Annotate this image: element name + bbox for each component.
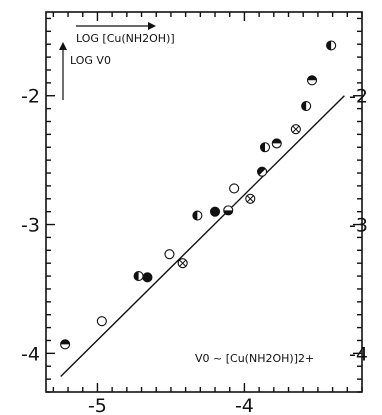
data-point-filled — [142, 272, 153, 283]
data-point-half-bottom — [223, 205, 234, 216]
y-tick-label-right: -3 — [349, 215, 368, 237]
y-tick-label-left: -3 — [21, 215, 40, 237]
data-point-open — [96, 316, 107, 327]
y-arrow-label: LOG V0 — [70, 54, 111, 67]
x-arrow-annotation: LOG [Cu(NH2OH)] — [76, 22, 175, 45]
y-tick-label-right: -4 — [349, 343, 368, 365]
data-point-half-left — [301, 100, 312, 112]
formula-annotation: V0 ~ [Cu(NH2OH)]2+ — [195, 352, 314, 365]
x-tick-label: -4 — [235, 395, 254, 415]
y-tick-label-right: -2 — [349, 86, 368, 108]
data-point-crossed — [177, 258, 188, 269]
data-point-half-top — [271, 138, 282, 149]
data-point-filled — [209, 206, 221, 217]
y-tick-label-left: -4 — [21, 343, 40, 365]
x-arrow-head — [148, 22, 156, 30]
data-point-half-left — [259, 142, 271, 153]
plot-frame — [45, 11, 363, 393]
tick-marks — [46, 12, 363, 393]
fit-line — [60, 95, 345, 378]
y-arrow-head — [59, 42, 67, 50]
data-point-half-top — [60, 339, 71, 350]
data-point-crossed — [245, 193, 256, 204]
y-arrow-annotation: LOG V0 — [59, 42, 111, 100]
data-point-half-left — [192, 210, 203, 221]
data-point-crossed — [290, 124, 301, 135]
x-tick-label: -5 — [88, 395, 107, 415]
data-point-open — [229, 183, 240, 194]
data-point-open — [164, 249, 175, 260]
y-tick-label-left: -2 — [21, 86, 40, 108]
data-point-half-top — [306, 75, 318, 86]
data-point-half-left — [326, 40, 337, 51]
data-points — [60, 40, 337, 350]
data-point-half-diagonal — [257, 166, 268, 177]
x-arrow-label: LOG [Cu(NH2OH)] — [76, 32, 175, 45]
tick-labels: -5 -4 -2 -2 -3 -3 -4 -4 — [21, 86, 368, 415]
data-point-half-left — [133, 271, 144, 282]
